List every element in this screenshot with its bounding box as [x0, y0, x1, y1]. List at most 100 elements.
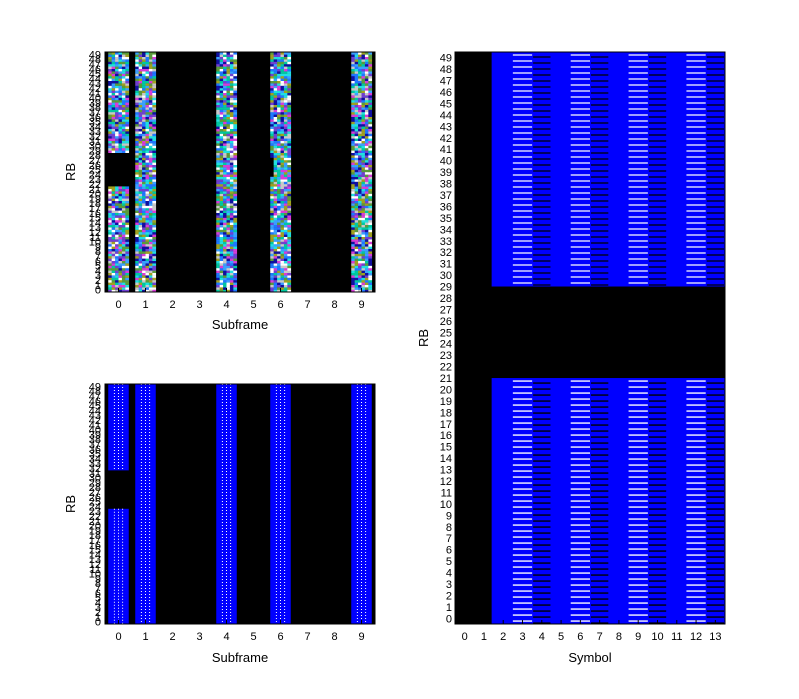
cell: [223, 172, 227, 175]
cell: [277, 143, 281, 146]
cell: [283, 203, 288, 206]
cell: [111, 78, 116, 81]
cell: [361, 71, 366, 74]
cell: [142, 100, 146, 103]
cell: [118, 78, 123, 81]
cell: [354, 126, 359, 129]
cell: [287, 124, 292, 127]
cell: [361, 102, 366, 105]
cell: [148, 174, 153, 177]
cell: [364, 88, 369, 91]
cell: [351, 138, 355, 141]
cell: [226, 188, 231, 192]
cell: [354, 68, 359, 72]
cell: [138, 152, 143, 156]
cell: [138, 224, 143, 228]
cell: [273, 234, 278, 237]
cell: [354, 56, 359, 60]
cell: [118, 263, 123, 266]
cell: [121, 265, 126, 269]
cell: [364, 289, 369, 293]
cell: [354, 272, 359, 276]
cell: [364, 150, 369, 153]
cell: [115, 191, 119, 194]
cell: [287, 236, 292, 240]
cell: [148, 200, 153, 204]
cell: [152, 272, 157, 276]
cell: [233, 188, 238, 192]
cell: [287, 167, 292, 170]
cell: [145, 263, 150, 266]
cell: [111, 88, 116, 91]
cell: [148, 80, 153, 84]
cell: [361, 220, 366, 223]
cell: [121, 220, 126, 223]
cell: [277, 258, 281, 261]
cell: [283, 95, 288, 98]
cell: [115, 229, 119, 233]
cell: [223, 88, 227, 91]
cell: [364, 232, 369, 235]
cell: [142, 186, 146, 189]
cell: [226, 133, 231, 137]
cell: [277, 220, 281, 223]
cell: [118, 200, 123, 204]
cell: [111, 236, 116, 240]
cell: [121, 287, 126, 290]
cell: [351, 227, 355, 230]
x-axis-label: Symbol: [568, 650, 611, 665]
cell: [273, 220, 278, 223]
cell: [145, 138, 150, 141]
cell: [121, 100, 126, 103]
cell: [270, 224, 274, 228]
y-tick-label: 0: [95, 617, 101, 629]
cell: [121, 88, 126, 91]
cell: [229, 246, 234, 249]
cell: [125, 258, 130, 261]
cell: [351, 210, 355, 213]
cell: [142, 246, 146, 249]
cell: [229, 258, 234, 261]
cell: [351, 88, 355, 91]
cell: [142, 176, 146, 180]
cell: [145, 88, 150, 91]
cell: [283, 143, 288, 146]
cell: [125, 234, 130, 237]
cell: [280, 268, 285, 271]
cell: [280, 184, 285, 187]
cell: [233, 176, 238, 180]
cell: [364, 212, 369, 216]
y-tick-label: 29: [440, 282, 452, 294]
cell: [148, 124, 153, 127]
cell: [108, 136, 112, 139]
cell: [118, 121, 123, 125]
cell: [216, 76, 220, 79]
cell: [148, 133, 153, 137]
cell: [223, 104, 227, 108]
cell: [277, 155, 281, 158]
cell: [351, 95, 355, 98]
cell: [354, 275, 359, 278]
cell: [108, 90, 112, 93]
cell: [142, 76, 146, 79]
cell: [219, 157, 224, 161]
cell: [233, 289, 238, 293]
cell: [121, 126, 126, 129]
cell: [270, 191, 274, 194]
cell: [121, 150, 126, 153]
x-tick-label: 3: [196, 631, 202, 643]
cell: [152, 116, 157, 120]
cell: [273, 191, 278, 194]
cell: [229, 85, 234, 89]
cell: [118, 289, 123, 293]
cell: [364, 116, 369, 120]
cell: [125, 102, 130, 105]
cell: [358, 270, 362, 273]
cell: [138, 131, 143, 134]
column-subframe-9: [351, 52, 373, 293]
cell: [280, 95, 285, 98]
cell: [118, 270, 123, 273]
cell: [219, 212, 224, 216]
cell: [111, 119, 116, 122]
cell: [118, 88, 123, 91]
